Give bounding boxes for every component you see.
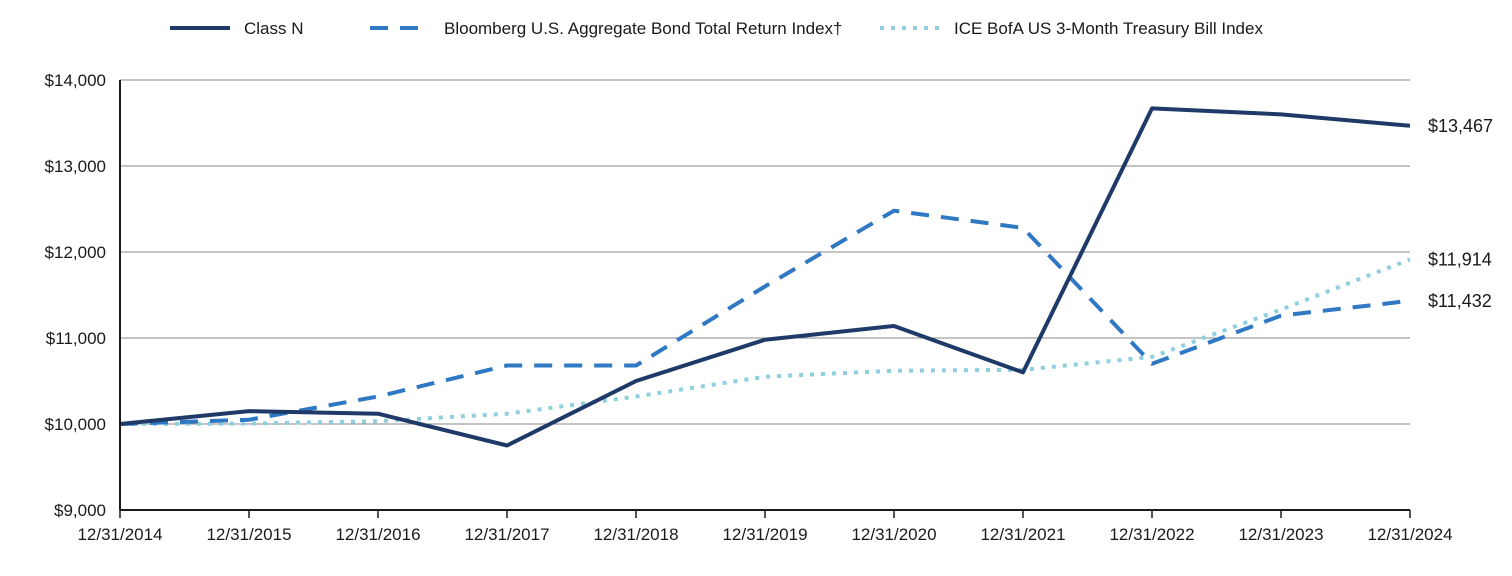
chart-svg: 12/31/2014 12/31/2015 12/31/2016 12/31/2017…	[0, 0, 1512, 576]
legend-label-tbill: ICE BofA US 3-Month Treasury Bill Index	[954, 19, 1263, 38]
y-tick-label: $14,000	[45, 71, 106, 90]
x-tick-label: 12/31/2023	[1238, 525, 1323, 544]
y-tick-label: $10,000	[45, 415, 106, 434]
end-label-tbill: $11,914	[1428, 249, 1492, 269]
x-tick-label: 12/31/2020	[851, 525, 936, 544]
x-tick-label: 12/31/2021	[980, 525, 1065, 544]
x-tick-label: 12/31/2022	[1109, 525, 1194, 544]
y-tick-label: $9,000	[54, 501, 106, 520]
x-tick-label: 12/31/2016	[335, 525, 420, 544]
legend-label-class_n: Class N	[244, 19, 304, 38]
x-tick-label: 12/31/2014	[77, 525, 162, 544]
x-tick-label: 12/31/2017	[464, 525, 549, 544]
end-label-agg: $11,432	[1428, 291, 1492, 311]
growth-chart: 12/31/2014 12/31/2015 12/31/2016 12/31/2017…	[0, 0, 1512, 576]
x-tick-label: 12/31/2019	[722, 525, 807, 544]
legend-label-agg: Bloomberg U.S. Aggregate Bond Total Retu…	[444, 19, 843, 38]
y-tick-label: $12,000	[45, 243, 106, 262]
x-tick-label: 12/31/2018	[593, 525, 678, 544]
y-tick-label: $13,000	[45, 157, 106, 176]
y-tick-label: $11,000	[46, 329, 106, 348]
x-tick-label: 12/31/2024	[1367, 525, 1452, 544]
end-label-class_n: $13,467	[1428, 116, 1493, 136]
x-tick-label: 12/31/2015	[206, 525, 291, 544]
